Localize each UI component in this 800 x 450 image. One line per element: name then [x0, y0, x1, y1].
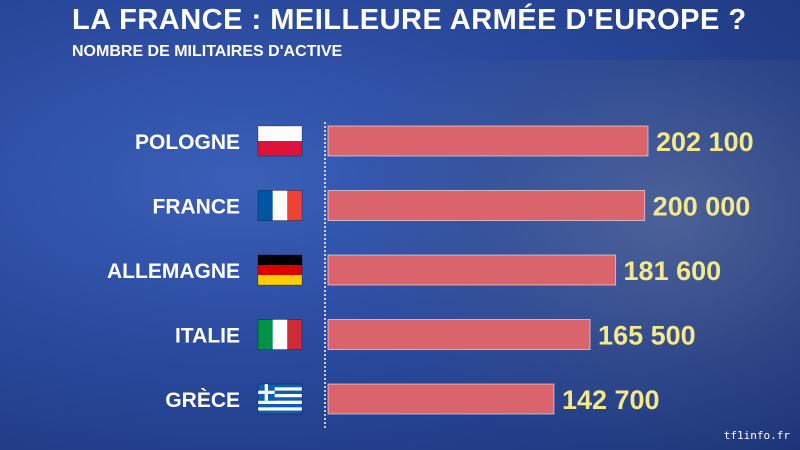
bar — [327, 190, 646, 221]
value-label: 165 500 — [598, 321, 696, 351]
poland-flag-icon — [257, 125, 303, 157]
value-label: 200 000 — [653, 192, 751, 222]
bar — [327, 254, 617, 286]
italy-flag-icon — [257, 319, 303, 350]
france-flag-icon — [257, 190, 303, 221]
category-label: GRÈCE — [165, 389, 240, 412]
chart-subtitle: NOMBRE DE MILITAIRES D'ACTIVE — [72, 43, 343, 60]
greece-flag-icon — [257, 383, 303, 415]
bar — [327, 383, 555, 415]
category-label: FRANCE — [153, 196, 241, 219]
value-label: 142 700 — [562, 385, 660, 415]
category-label: ALLEMAGNE — [107, 260, 240, 283]
axis-divider — [324, 122, 326, 428]
value-label: 181 600 — [624, 256, 722, 286]
bar — [327, 319, 591, 350]
category-label: ITALIE — [175, 325, 240, 348]
source-credit: tf1info.fr — [723, 429, 790, 442]
bar — [327, 125, 649, 157]
category-label: POLOGNE — [135, 131, 240, 154]
chart-title: LA FRANCE : MEILLEURE ARMÉE D'EUROPE ? — [72, 4, 747, 36]
value-label: 202 100 — [656, 127, 754, 157]
germany-flag-icon — [257, 254, 303, 286]
